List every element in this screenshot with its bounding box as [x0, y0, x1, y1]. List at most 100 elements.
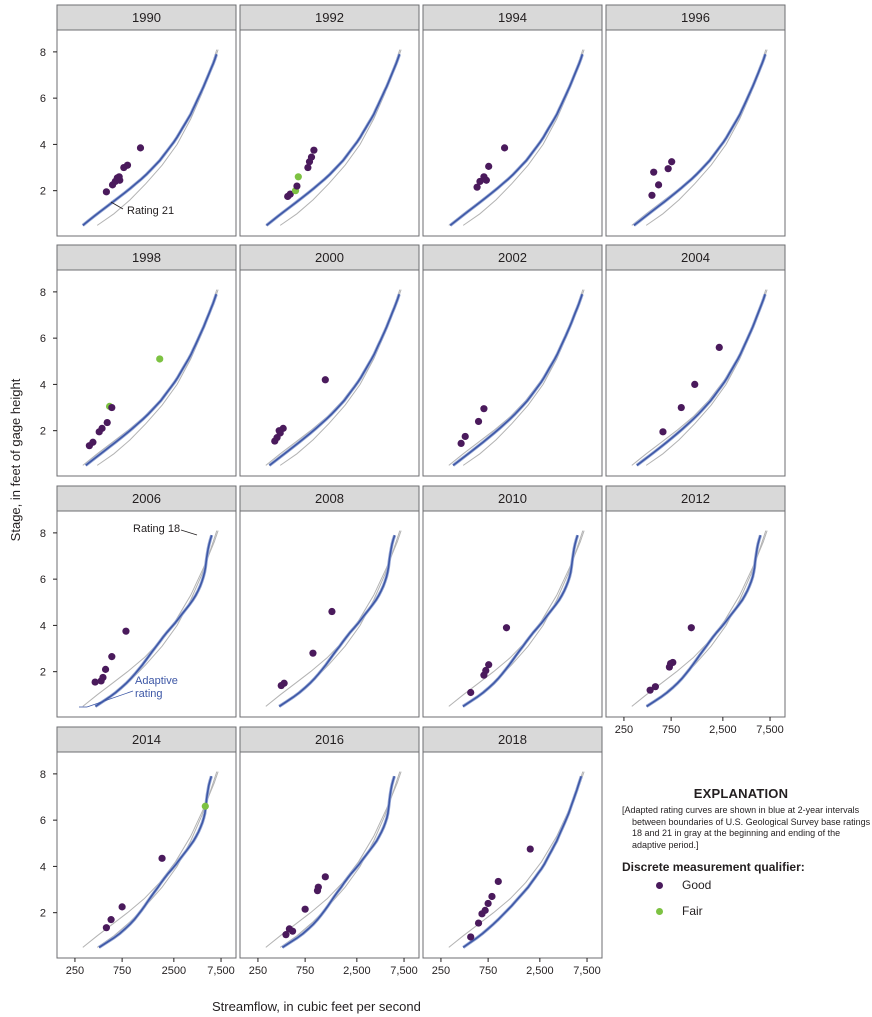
measurement-point-1998-3	[98, 424, 106, 432]
y-tick-label-2006-2: 2	[40, 667, 46, 679]
panel-2014: 2014 2 4 6 8 250 750 2500 7,500	[40, 726, 237, 977]
measurement-point-2010-0	[467, 688, 475, 697]
x-tick-label-2016-3: 7,500	[390, 965, 418, 977]
y-tick-label-1990-8: 8	[40, 47, 46, 59]
panel-2008: 2008	[239, 485, 420, 718]
measurement-point-2010-2	[482, 666, 490, 675]
panel-2002: 2002	[422, 244, 603, 477]
measurement-point-2018-7	[526, 845, 534, 853]
measurement-point-2014-2	[118, 903, 126, 911]
panel-frame-1992	[239, 29, 420, 237]
measurement-point-2006-2	[99, 673, 107, 682]
panel-frame-2000	[239, 269, 420, 477]
panel-frame-2004	[605, 269, 786, 477]
measurement-point-1996-2	[654, 181, 663, 189]
adaptive-curve-1998	[85, 293, 218, 467]
panel-frame-1990	[56, 29, 237, 237]
explanation-note-line-1: [Adapted rating curves are shown in blue…	[622, 805, 860, 815]
panel-year-2002: 2002	[498, 250, 527, 265]
measurement-point-1992-7	[307, 153, 316, 161]
panel-header-1996	[605, 4, 786, 31]
y-tick-label-2006-4: 4	[40, 620, 46, 632]
measurement-point-2018-4	[484, 899, 492, 908]
qualifier-heading: Discrete measurement qualifier:	[622, 860, 805, 874]
x-tick-label-2018-0: 250	[432, 965, 450, 977]
panel-2010: 2010	[422, 485, 603, 718]
measurement-point-1994-4	[485, 162, 493, 170]
panel-header-2004	[605, 244, 786, 271]
panel-header-2014	[56, 726, 237, 753]
panel-header-1990	[56, 4, 237, 31]
x-tick-label-2012-2: 2,500	[709, 724, 737, 736]
measurement-point-2012-1	[651, 683, 659, 691]
panel-1996: 1996	[605, 4, 786, 237]
measurement-point-2006-4	[108, 653, 116, 661]
measurement-point-2014-0	[102, 924, 110, 932]
measurement-point-2002-0	[457, 439, 465, 447]
panel-year-2012: 2012	[681, 491, 710, 506]
measurement-point-2000-4	[279, 424, 287, 432]
x-tick-label-2016-1: 750	[296, 965, 314, 977]
explanation-note-line-2: between boundaries of U.S. Geological Su…	[632, 816, 871, 827]
panel-year-2018: 2018	[498, 732, 527, 747]
measurement-point-2002-3	[480, 405, 488, 413]
adaptive-curve-1996	[633, 53, 767, 227]
measurement-point-1998-4	[103, 418, 111, 427]
measurement-point-2000-5	[321, 376, 329, 384]
panel-year-1998: 1998	[132, 250, 161, 265]
measurement-point-2004-2	[691, 380, 699, 389]
measurement-point-2018-6	[494, 877, 502, 886]
panel-header-2006	[56, 485, 237, 512]
measurement-point-2016-5	[314, 883, 322, 891]
panel-frame-2012	[605, 510, 786, 718]
adaptive-curve-2006	[94, 534, 213, 708]
measurement-point-2014-1	[107, 916, 115, 924]
panel-2006: 2006 2 4 6 8 Rating 18 Adaptive rating	[40, 485, 237, 718]
x-tick-label-2014-0: 250	[66, 965, 84, 977]
measurement-point-1994-5	[500, 144, 509, 152]
y-tick-label-1998-4: 4	[40, 379, 46, 391]
panel-year-2014: 2014	[132, 732, 161, 747]
panel-frame-2006	[56, 510, 237, 718]
panel-frame-2002	[422, 269, 603, 477]
y-axis-label: Stage, in feet of gage height	[8, 378, 23, 542]
legend-good-label: Good	[682, 878, 712, 892]
panel-2012: 2012 250 750 2,500 7,500	[605, 485, 786, 736]
panel-header-2000	[239, 244, 420, 271]
measurement-point-1996-1	[650, 168, 658, 176]
x-tick-label-2012-1: 750	[662, 724, 680, 736]
measurement-point-1996-0	[648, 191, 656, 199]
adaptive-curve-2000	[268, 293, 400, 467]
panel-frame-2018	[422, 751, 603, 959]
panel-year-1992: 1992	[315, 10, 344, 25]
x-tick-label-2014-1: 750	[113, 965, 131, 977]
measurement-point-2018-3	[481, 906, 489, 914]
measurement-point-2010-4	[502, 624, 511, 632]
measurement-point-2004-1	[677, 403, 685, 412]
explanation-note-line-3: 18 and 21 in gray at the beginning and e…	[632, 828, 841, 838]
y-tick-label-2014-6: 6	[40, 815, 46, 827]
measurement-point-2016-2	[288, 927, 297, 935]
explanation-note-line-4: adaptive period.]	[632, 839, 699, 850]
x-tick-label-2016-2: 2,500	[343, 965, 371, 977]
measurement-point-2006-0	[91, 678, 99, 686]
measurement-point-2008-2	[309, 649, 317, 657]
x-tick-label-2012-3: 7,500	[756, 724, 784, 736]
annotation-leader-rating-18	[180, 529, 198, 536]
panel-frame-2014	[56, 751, 237, 959]
measurement-point-2018-1	[474, 919, 483, 927]
measurement-point-1992-3	[293, 182, 301, 190]
y-tick-label-2006-6: 6	[40, 574, 46, 586]
measurement-point-1994-3	[482, 176, 490, 184]
panel-header-2012	[605, 485, 786, 512]
annotation-leader-rating-21	[110, 201, 124, 210]
annotation-adaptive-rating: Adaptive rating	[135, 675, 178, 700]
panel-year-1996: 1996	[681, 10, 710, 25]
panel-2016: 2016 250 750 2,500 7,500	[239, 726, 420, 977]
measurement-point-2006-3	[101, 665, 110, 673]
adaptive-curve-2008	[278, 534, 396, 708]
y-tick-label-1998-2: 2	[40, 426, 46, 438]
y-tick-label-1998-6: 6	[40, 333, 46, 345]
adaptive-curve-2018	[462, 775, 583, 949]
measurement-point-2008-1	[280, 679, 288, 687]
